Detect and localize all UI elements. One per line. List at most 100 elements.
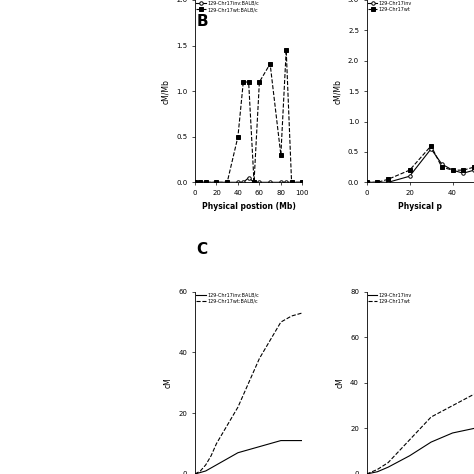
Line: 129-Chr17wt:BALB/c: 129-Chr17wt:BALB/c xyxy=(195,313,302,474)
129-Chr17wt:BALB/c xyxy=(198,180,203,185)
129-Chr17wt xyxy=(439,164,445,170)
129-Chr17inv xyxy=(471,426,474,431)
Y-axis label: cM/Mb: cM/Mb xyxy=(162,79,171,104)
129-Chr17inv:BALB/c xyxy=(267,180,273,185)
129-Chr17inv xyxy=(374,180,380,185)
129-Chr17wt:BALB/c xyxy=(267,61,273,67)
129-Chr17inv:BALB/c xyxy=(224,456,230,462)
Line: 129-Chr17inv:BALB/c: 129-Chr17inv:BALB/c xyxy=(195,440,302,474)
129-Chr17wt xyxy=(374,466,380,472)
129-Chr17wt:BALB/c xyxy=(203,180,209,185)
129-Chr17inv:BALB/c xyxy=(278,180,284,185)
Y-axis label: cM/Mb: cM/Mb xyxy=(333,79,342,104)
129-Chr17inv xyxy=(428,146,434,152)
129-Chr17wt xyxy=(471,164,474,170)
129-Chr17inv:BALB/c xyxy=(256,444,262,449)
Legend: 129-Chr17inv, 129-Chr17wt: 129-Chr17inv, 129-Chr17wt xyxy=(368,1,412,12)
129-Chr17wt:BALB/c xyxy=(192,180,198,185)
129-Chr17wt:BALB/c xyxy=(300,180,305,185)
129-Chr17inv:BALB/c xyxy=(300,438,305,443)
129-Chr17inv xyxy=(450,167,456,173)
129-Chr17inv xyxy=(460,170,466,176)
129-Chr17inv:BALB/c xyxy=(251,180,257,185)
129-Chr17inv xyxy=(439,161,445,167)
129-Chr17wt xyxy=(460,167,466,173)
129-Chr17inv:BALB/c xyxy=(267,441,273,447)
129-Chr17inv:BALB/c xyxy=(240,180,246,185)
129-Chr17wt:BALB/c xyxy=(214,180,219,185)
129-Chr17inv:BALB/c xyxy=(198,180,203,185)
129-Chr17wt:BALB/c xyxy=(246,79,252,85)
Line: 129-Chr17wt: 129-Chr17wt xyxy=(367,394,474,474)
129-Chr17inv:BALB/c xyxy=(203,468,209,474)
129-Chr17inv:BALB/c xyxy=(214,462,219,468)
129-Chr17wt:BALB/c xyxy=(256,356,262,361)
129-Chr17wt:BALB/c xyxy=(289,180,294,185)
X-axis label: Physical postion (Mb): Physical postion (Mb) xyxy=(202,201,296,210)
129-Chr17wt:BALB/c xyxy=(224,422,230,428)
129-Chr17wt:BALB/c xyxy=(256,79,262,85)
129-Chr17wt:BALB/c xyxy=(240,79,246,85)
129-Chr17wt:BALB/c xyxy=(278,152,284,158)
Y-axis label: cM: cM xyxy=(164,377,173,388)
129-Chr17wt xyxy=(428,414,434,420)
129-Chr17wt:BALB/c xyxy=(283,47,289,53)
129-Chr17wt:BALB/c xyxy=(203,462,209,468)
129-Chr17inv:BALB/c xyxy=(246,447,252,453)
129-Chr17wt xyxy=(428,143,434,149)
129-Chr17inv xyxy=(407,453,412,459)
129-Chr17wt xyxy=(364,180,370,185)
129-Chr17inv:BALB/c xyxy=(278,438,284,443)
129-Chr17inv xyxy=(364,471,370,474)
129-Chr17inv:BALB/c xyxy=(256,180,262,185)
129-Chr17inv:BALB/c xyxy=(192,471,198,474)
129-Chr17inv:BALB/c xyxy=(198,470,203,474)
129-Chr17wt:BALB/c xyxy=(235,404,241,410)
Y-axis label: cM: cM xyxy=(336,377,345,388)
Line: 129-Chr17wt: 129-Chr17wt xyxy=(365,144,474,184)
Text: C: C xyxy=(197,242,208,257)
Legend: 129-Chr17inv, 129-Chr17wt: 129-Chr17inv, 129-Chr17wt xyxy=(368,292,412,304)
129-Chr17wt xyxy=(364,471,370,474)
129-Chr17wt:BALB/c xyxy=(251,180,257,185)
129-Chr17wt:BALB/c xyxy=(267,337,273,343)
129-Chr17inv xyxy=(428,439,434,445)
129-Chr17wt:BALB/c xyxy=(214,441,219,447)
Line: 129-Chr17wt:BALB/c: 129-Chr17wt:BALB/c xyxy=(193,48,304,184)
Line: 129-Chr17inv: 129-Chr17inv xyxy=(367,428,474,474)
129-Chr17inv xyxy=(364,180,370,185)
129-Chr17inv:BALB/c xyxy=(289,180,294,185)
129-Chr17inv:BALB/c xyxy=(300,180,305,185)
129-Chr17wt:BALB/c xyxy=(278,319,284,325)
Line: 129-Chr17inv: 129-Chr17inv xyxy=(365,147,474,184)
129-Chr17inv xyxy=(471,167,474,173)
Text: B: B xyxy=(197,14,209,29)
129-Chr17inv xyxy=(374,469,380,474)
129-Chr17wt xyxy=(374,180,380,185)
129-Chr17inv xyxy=(407,173,412,179)
129-Chr17inv:BALB/c xyxy=(192,180,198,185)
129-Chr17inv:BALB/c xyxy=(208,465,214,471)
129-Chr17inv:BALB/c xyxy=(289,438,294,443)
Line: 129-Chr17inv:BALB/c: 129-Chr17inv:BALB/c xyxy=(193,176,304,184)
129-Chr17inv:BALB/c xyxy=(235,450,241,456)
129-Chr17wt:BALB/c xyxy=(246,380,252,386)
129-Chr17inv:BALB/c xyxy=(235,180,241,185)
129-Chr17wt xyxy=(407,167,412,173)
129-Chr17wt xyxy=(450,167,456,173)
129-Chr17wt:BALB/c xyxy=(300,310,305,316)
129-Chr17inv:BALB/c xyxy=(283,180,289,185)
129-Chr17inv xyxy=(385,180,391,185)
129-Chr17inv:BALB/c xyxy=(246,175,252,181)
129-Chr17wt xyxy=(385,460,391,465)
129-Chr17inv xyxy=(450,430,456,436)
129-Chr17wt:BALB/c xyxy=(289,313,294,319)
129-Chr17wt:BALB/c xyxy=(235,134,241,139)
129-Chr17wt:BALB/c xyxy=(224,180,230,185)
Legend: 129-Chr17inv:BALB/c, 129-Chr17wt:BALB/c: 129-Chr17inv:BALB/c, 129-Chr17wt:BALB/c xyxy=(196,292,259,304)
Legend: 129-Chr17inv:BALB/c, 129-Chr17wt:BALB/c: 129-Chr17inv:BALB/c, 129-Chr17wt:BALB/c xyxy=(196,1,259,12)
129-Chr17wt:BALB/c xyxy=(198,468,203,474)
129-Chr17wt:BALB/c xyxy=(192,471,198,474)
129-Chr17wt xyxy=(450,403,456,409)
129-Chr17inv:BALB/c xyxy=(214,180,219,185)
